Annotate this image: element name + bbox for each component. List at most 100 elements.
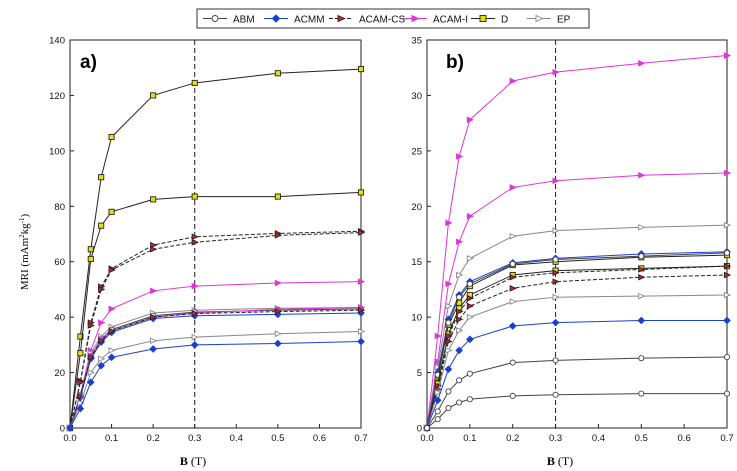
legend-item-acam-cs: ACAM-CS [329,15,405,26]
series-acam-i-1 [423,169,732,432]
x-tick-label: 0.4 [230,433,243,444]
data-point [509,285,517,292]
data-point [445,404,452,412]
data-point [466,116,475,124]
data-point [509,273,517,281]
data-point [191,239,199,246]
series-line [69,306,362,429]
data-point [466,294,475,302]
data-point [274,308,283,315]
legend-label: EP [557,15,571,26]
data-point [723,262,732,270]
series-acam-cs-8 [423,271,732,432]
y-tick-label: 120 [49,91,65,102]
data-point [77,350,84,357]
data-point [638,292,646,300]
legend-label: ABM [233,15,255,26]
data-point [552,357,559,364]
legend-box [196,8,590,29]
data-point [150,92,157,99]
x-tick-label: 0.7 [354,433,367,444]
data-point [445,347,453,354]
x-tick-label: 0.1 [105,433,118,444]
data-point [445,388,452,395]
data-point [456,399,463,406]
data-point [149,345,157,353]
legend-marker [337,14,346,23]
data-point [434,389,442,396]
legend-label: ACAM-I [433,15,468,26]
series-line [69,341,362,429]
data-point [551,318,560,327]
x-tick-label: 0.5 [635,433,648,444]
data-point [98,174,105,181]
data-point [107,353,116,362]
series-acam-i-7 [66,304,366,432]
data-point [86,378,95,387]
data-point [456,316,464,323]
series-abm-6 [66,305,365,432]
data-point [508,322,517,330]
data-point [466,280,473,287]
data-point [638,355,645,362]
data-point [637,316,646,325]
x-tick-label: 0.0 [63,433,76,444]
data-point [108,305,116,313]
data-point [357,328,366,335]
data-point [98,286,106,293]
legend-item-ep: EP [527,15,571,26]
y-tick-label: 100 [49,146,65,157]
data-point [444,365,453,374]
series-d-0 [66,66,365,432]
series-abm-5 [423,249,731,432]
data-point [191,233,199,241]
data-point [87,369,95,376]
series-ep-9 [423,291,732,432]
data-point [76,404,85,413]
y-tick-label: 30 [411,91,422,102]
y-tick-label: 25 [411,146,422,157]
data-point [357,306,366,314]
data-point [190,341,199,349]
y-tick-label: 20 [411,202,422,213]
x-tick-label: 0.7 [720,433,733,444]
data-point [455,346,463,355]
data-point [150,241,158,249]
data-point [509,232,517,240]
data-point [723,316,731,325]
data-point [191,282,199,290]
y-tick-label: 80 [54,202,65,213]
series-line [69,306,362,429]
data-point [552,227,560,234]
data-point [87,354,95,361]
data-point [77,399,85,407]
panel-b: 0.0 0.1 0.2 0.3 0.4 0.5 0.6 0.7 0 5 10 15 20 25 30 35 b) [411,36,733,445]
legend-marker [211,15,219,22]
series-line [69,281,362,429]
data-point [150,196,157,203]
data-point [98,319,106,326]
data-point [357,337,365,346]
series-acmm-11 [66,337,365,432]
data-point [552,293,560,301]
x-tick-label: 0.0 [420,433,433,444]
data-point [466,313,475,321]
series-line [426,172,728,429]
data-point [638,266,646,273]
data-point [456,377,463,384]
data-point [723,271,732,279]
plot-frame [426,39,728,429]
data-point [723,249,731,256]
data-point [98,222,105,229]
data-point [552,278,560,285]
data-point [456,153,464,160]
data-point [552,391,559,398]
data-point [445,332,453,340]
series-line [426,294,728,429]
x-tick-label: 0.3 [188,433,201,444]
x-tick-label: 0.2 [506,433,519,444]
data-point [552,269,560,277]
data-point [466,396,473,403]
data-point [434,363,442,371]
